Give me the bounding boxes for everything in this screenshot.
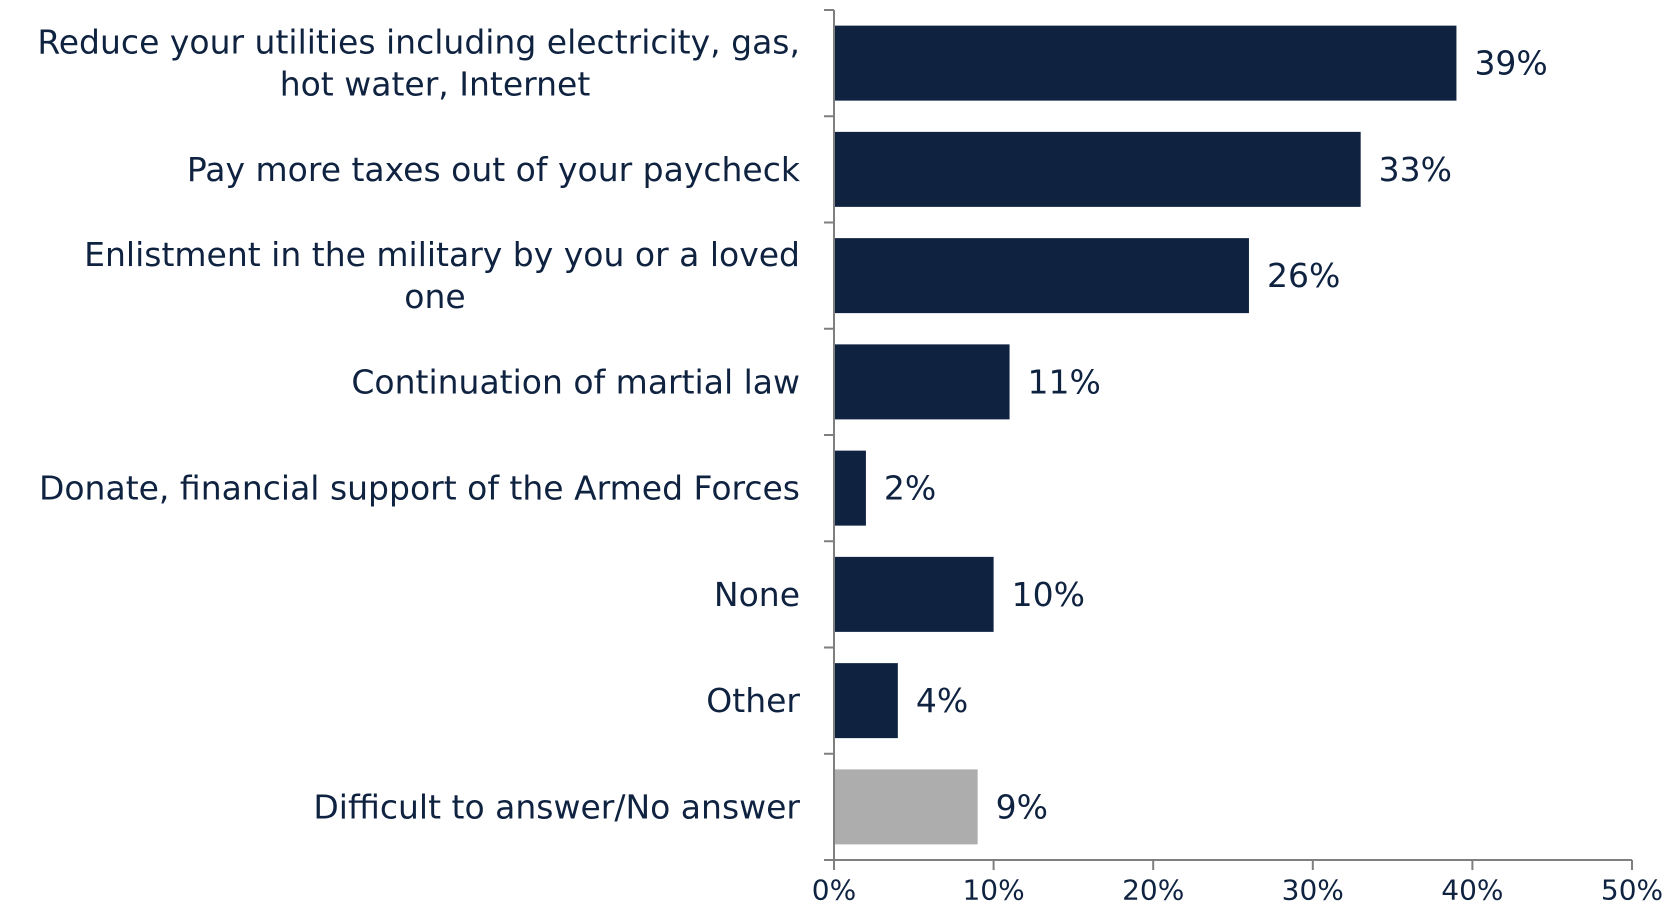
x-tick-label-1: 10% — [962, 874, 1024, 905]
value-label-5: 10% — [1012, 575, 1085, 614]
value-label-6: 4% — [916, 681, 968, 720]
category-label-0-line-1: hot water, Internet — [280, 65, 591, 104]
bar-7 — [834, 769, 978, 845]
value-label-3: 11% — [1028, 362, 1101, 401]
x-tick-label-0: 0% — [812, 874, 856, 905]
bars-group — [834, 25, 1457, 845]
bar-4 — [834, 450, 866, 526]
value-labels-group: 39% 33% 26% 11% 2% 10% 4% 9% — [884, 44, 1548, 827]
value-label-2: 26% — [1267, 256, 1340, 295]
category-label-0-line-0: Reduce your utilities including electric… — [37, 23, 800, 62]
bar-1 — [834, 131, 1361, 207]
category-label-5-line-0: None — [714, 575, 800, 614]
value-label-0: 39% — [1474, 44, 1547, 83]
category-labels-group: Reduce your utilities including electric… — [37, 23, 801, 827]
bar-6 — [834, 663, 898, 739]
x-tick-label-2: 20% — [1122, 874, 1184, 905]
category-label-4-line-0: Donate, financial support of the Armed F… — [39, 469, 800, 508]
value-label-7: 9% — [996, 787, 1048, 826]
bar-0 — [834, 25, 1457, 101]
category-label-1-line-0: Pay more taxes out of your paycheck — [187, 150, 801, 189]
value-label-4: 2% — [884, 469, 936, 508]
x-tick-label-3: 30% — [1282, 874, 1344, 905]
category-label-2-line-1: one — [404, 277, 465, 316]
x-tick-label-4: 40% — [1441, 874, 1503, 905]
category-label-2-line-0: Enlistment in the military by you or a l… — [84, 235, 800, 274]
bar-3 — [834, 344, 1010, 420]
x-tick-label-5: 50% — [1601, 874, 1663, 905]
bar-2 — [834, 238, 1249, 314]
value-label-1: 33% — [1379, 150, 1452, 189]
bar-5 — [834, 556, 994, 632]
axes-group: 0% 10% 20% 30% 40% 50% — [812, 9, 1663, 905]
category-label-6-line-0: Other — [706, 681, 800, 720]
category-label-3-line-0: Continuation of martial law — [351, 362, 800, 401]
category-label-7-line-0: Difficult to answer/No answer — [313, 787, 800, 826]
